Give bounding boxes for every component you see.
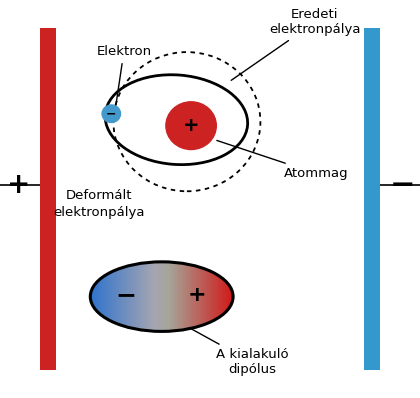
Text: −: −: [390, 171, 415, 200]
Text: Elektron: Elektron: [96, 45, 152, 105]
Text: Eredeti
elektronpálya: Eredeti elektronpálya: [231, 8, 361, 80]
Bar: [40, 28, 56, 370]
Text: −: −: [106, 107, 117, 120]
Text: A kialakuló
dipólus: A kialakuló dipólus: [189, 328, 288, 376]
Text: Atommag: Atommag: [217, 140, 348, 180]
Bar: [364, 28, 380, 370]
Text: +: +: [188, 285, 207, 304]
Text: Deformált
elektronpálya: Deformált elektronpálya: [53, 189, 144, 219]
Text: +: +: [7, 171, 31, 199]
Circle shape: [166, 102, 216, 150]
Text: −: −: [116, 283, 136, 306]
Circle shape: [102, 105, 121, 123]
Text: +: +: [183, 116, 199, 135]
